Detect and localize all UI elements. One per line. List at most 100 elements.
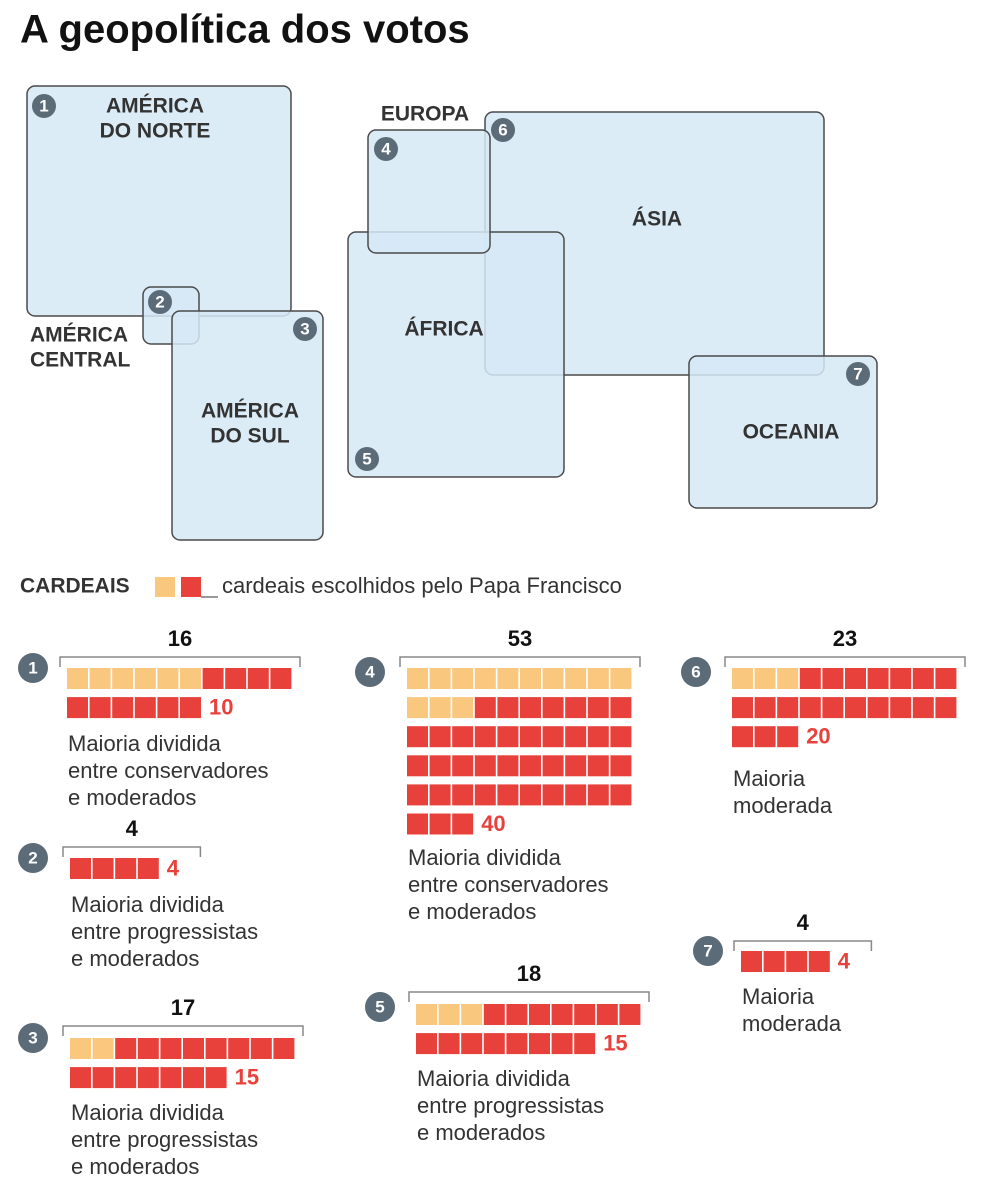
cardinal-square (134, 668, 156, 689)
francis-square (202, 668, 224, 689)
region-label: ÁSIA (632, 208, 682, 231)
francis-square (935, 668, 957, 689)
bracket (59, 656, 301, 667)
francis-square (542, 697, 564, 719)
bracket (724, 656, 966, 667)
francis-square (551, 1004, 573, 1025)
francis-square (407, 755, 428, 777)
francis-square (732, 697, 753, 719)
badge-number: 7 (703, 941, 712, 960)
badge-number: 2 (28, 848, 37, 867)
number-badge (846, 362, 870, 386)
francis-square (92, 1067, 114, 1089)
francis-square (822, 668, 844, 689)
cardinal-square (157, 668, 179, 689)
francis-square (438, 1033, 460, 1055)
cardinal-square (565, 668, 587, 689)
description: entre conservadores (408, 872, 609, 897)
cardinal-square (112, 668, 134, 689)
francis-square (867, 697, 889, 719)
francis-square (763, 951, 785, 972)
francis-square (520, 755, 541, 777)
francis-count: 4 (167, 855, 180, 880)
francis-square (474, 755, 496, 777)
cardinal-square (542, 668, 564, 689)
francis-square (551, 1033, 573, 1055)
description: moderada (733, 793, 833, 818)
francis-square (429, 726, 451, 748)
region-label: AMÉRICA (106, 95, 204, 118)
francis-square (529, 1033, 550, 1055)
francis-square (777, 726, 799, 748)
badge-number: 3 (28, 1028, 37, 1047)
francis-square (845, 697, 866, 719)
francis-square (867, 668, 889, 689)
francis-square (890, 668, 912, 689)
description: entre progressistas (417, 1093, 604, 1118)
bracket (408, 991, 650, 1002)
badge-number: 6 (691, 662, 700, 681)
cardinal-square (474, 668, 496, 689)
francis-square (89, 697, 111, 719)
francis-square (786, 951, 808, 972)
number-badge (32, 94, 56, 118)
badge-number: 2 (155, 292, 164, 311)
total-label: 53 (508, 626, 532, 651)
francis-square (137, 858, 159, 879)
number-badge (18, 843, 48, 873)
francis-square (452, 755, 474, 777)
total-label: 17 (171, 995, 195, 1020)
francis-square (483, 1033, 505, 1055)
cardinal-square (452, 697, 474, 719)
region-label: ÁFRICA (404, 318, 483, 341)
francis-square (587, 726, 609, 748)
number-badge (681, 657, 711, 687)
legend-text: cardeais escolhidos pelo Papa Francisco (222, 573, 622, 598)
badge-number: 4 (381, 139, 391, 158)
region-label: CENTRAL (30, 349, 130, 372)
legend-swatch (181, 577, 201, 597)
francis-square (228, 1038, 250, 1059)
francis-square (137, 1038, 159, 1059)
francis-square (205, 1067, 227, 1089)
badge-number: 6 (498, 120, 507, 139)
francis-square (407, 784, 428, 806)
cardinal-square (438, 1004, 460, 1025)
francis-square (935, 697, 957, 719)
number-badge (693, 936, 723, 966)
francis-square (845, 668, 866, 689)
cardinal-square (70, 1038, 91, 1059)
francis-square (160, 1067, 182, 1089)
description: e moderados (68, 785, 196, 810)
description: Maioria dividida (71, 892, 225, 917)
francis-square (137, 1067, 159, 1089)
francis-square (474, 726, 496, 748)
region-box (367, 129, 491, 254)
francis-square (497, 726, 519, 748)
francis-square (565, 726, 587, 748)
francis-square (452, 813, 474, 835)
francis-square (205, 1038, 227, 1059)
francis-square (610, 726, 632, 748)
francis-count: 10 (209, 694, 233, 719)
francis-count: 4 (838, 948, 851, 973)
francis-square (890, 697, 912, 719)
francis-square (565, 755, 587, 777)
description: Maioria (733, 766, 806, 791)
francis-square (225, 668, 247, 689)
description: Maioria dividida (68, 731, 222, 756)
francis-square (70, 858, 91, 879)
francis-square (587, 755, 609, 777)
francis-count: 40 (481, 811, 505, 836)
francis-square (520, 726, 541, 748)
cardinal-square (754, 668, 776, 689)
cardinal-square (461, 1004, 483, 1025)
francis-square (587, 784, 609, 806)
francis-square (520, 784, 541, 806)
francis-square (542, 784, 564, 806)
cardinal-square (497, 668, 519, 689)
francis-square (574, 1033, 596, 1055)
francis-square (799, 697, 821, 719)
francis-square (452, 784, 474, 806)
